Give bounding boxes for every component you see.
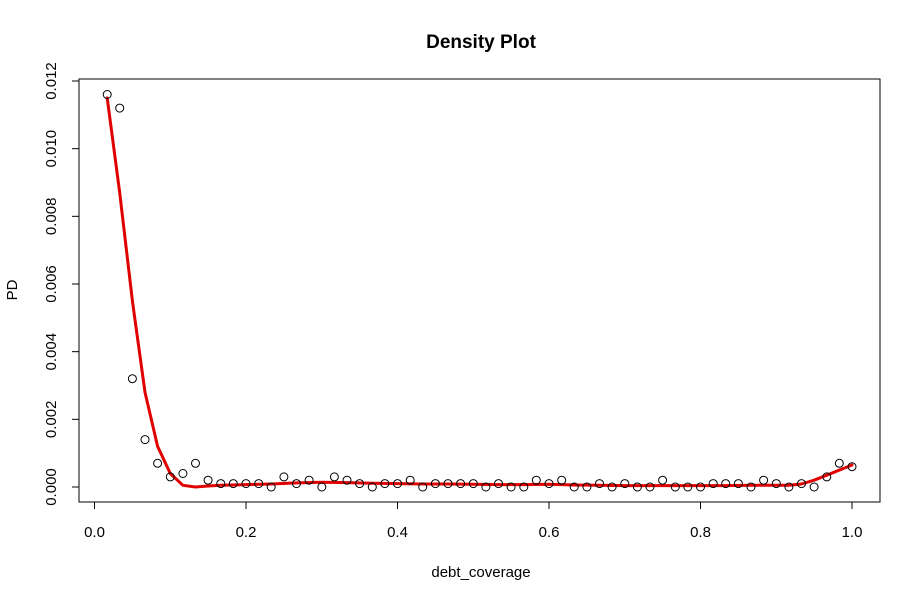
- x-tick-label: 0.6: [539, 524, 560, 541]
- data-point: [178, 469, 188, 478]
- data-point: [216, 479, 226, 489]
- data-point: [733, 479, 743, 489]
- data-point: [506, 482, 516, 492]
- data-point: [607, 482, 617, 492]
- y-axis: 0.000 0.002 0.004 0.006 0.008 0.010 0.012: [43, 62, 80, 506]
- data-point: [784, 482, 794, 492]
- y-axis-label: PD: [4, 279, 21, 300]
- data-point: [279, 472, 289, 482]
- data-point: [519, 482, 529, 492]
- data-point: [595, 479, 604, 489]
- data-point: [797, 479, 806, 489]
- data-point: [367, 482, 377, 492]
- y-tick-label: 0.010: [43, 130, 60, 168]
- x-tick-label: 0.4: [387, 524, 408, 541]
- x-axis-label: debt_coverage: [431, 564, 530, 581]
- data-point: [683, 482, 693, 492]
- data-point: [405, 475, 415, 485]
- data-point: [847, 462, 857, 472]
- data-point: [620, 479, 630, 489]
- data-point: [355, 479, 365, 489]
- data-point: [228, 479, 238, 489]
- data-point: [481, 482, 491, 492]
- data-point: [127, 374, 137, 384]
- data-point: [292, 479, 301, 489]
- data-point: [582, 482, 592, 492]
- data-point: [393, 479, 402, 489]
- data-point: [759, 475, 769, 485]
- y-tick-label: 0.012: [43, 62, 60, 100]
- data-point: [165, 472, 175, 482]
- data-point: [531, 475, 541, 485]
- data-point: [317, 482, 327, 492]
- data-point: [380, 479, 390, 489]
- chart-title: Density Plot: [426, 32, 536, 53]
- y-tick-label: 0.006: [43, 265, 60, 303]
- data-point: [721, 479, 731, 489]
- x-tick-label: 0.0: [84, 524, 105, 541]
- data-point: [708, 479, 718, 489]
- data-point: [809, 482, 819, 492]
- data-point: [304, 475, 314, 485]
- data-point: [241, 479, 251, 489]
- data-point: [140, 435, 150, 445]
- data-point: [645, 482, 655, 492]
- y-tick-label: 0.002: [43, 401, 60, 439]
- scatter-points-series: [102, 90, 857, 492]
- data-point: [746, 482, 756, 492]
- data-point: [342, 475, 352, 485]
- data-point: [468, 479, 478, 489]
- x-tick-label: 1.0: [842, 524, 863, 541]
- x-axis: 0.0 0.2 0.4 0.6 0.8 1.0: [84, 501, 863, 541]
- y-tick-label: 0.000: [43, 468, 60, 506]
- data-point: [494, 479, 503, 489]
- data-point: [102, 90, 112, 99]
- x-tick-label: 0.8: [690, 524, 711, 541]
- data-point: [191, 458, 200, 468]
- density-curve: [105, 96, 854, 489]
- y-tick-label: 0.004: [43, 333, 60, 371]
- data-point: [115, 103, 125, 113]
- data-point: [266, 482, 276, 492]
- data-point: [153, 458, 163, 468]
- data-point: [822, 472, 832, 482]
- data-point: [557, 475, 567, 485]
- x-tick-label: 0.2: [236, 524, 257, 541]
- data-point: [834, 458, 844, 468]
- data-point: [430, 479, 440, 489]
- data-point: [771, 479, 781, 489]
- data-point: [203, 475, 213, 485]
- data-point: [658, 475, 668, 485]
- data-point: [696, 482, 705, 492]
- data-point: [456, 479, 466, 489]
- y-tick-label: 0.008: [43, 198, 60, 236]
- data-point: [329, 472, 339, 482]
- data-point: [632, 482, 642, 492]
- density-line-series: [105, 96, 854, 489]
- data-point: [418, 482, 428, 492]
- data-point: [443, 479, 453, 489]
- data-point: [670, 482, 680, 492]
- data-point: [569, 482, 579, 492]
- data-point: [544, 479, 554, 489]
- data-point: [254, 479, 264, 489]
